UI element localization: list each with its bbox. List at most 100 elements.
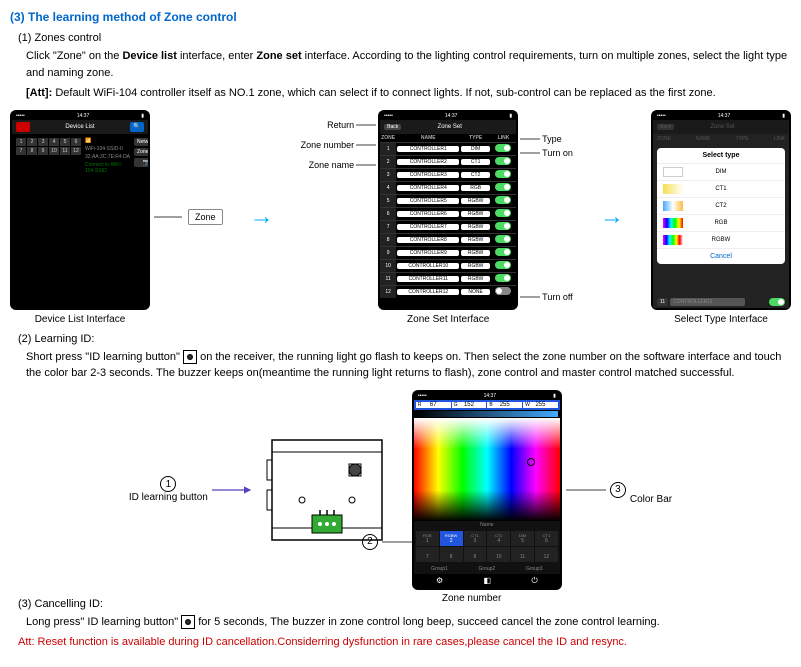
zone-type-cell[interactable]: RGBW (461, 250, 489, 256)
color-bar[interactable] (414, 418, 560, 521)
group1[interactable]: Group1 (431, 566, 448, 572)
link-toggle[interactable] (495, 222, 511, 230)
link-toggle[interactable] (495, 170, 511, 178)
link-toggle[interactable] (495, 157, 511, 165)
zone-name-cell[interactable]: CONTROLLER7 (397, 224, 459, 230)
zone-number-cell[interactable]: 3 (380, 168, 396, 181)
power-icon[interactable]: ⏻ (531, 576, 537, 586)
zone-name-cell[interactable]: CONTROLLER4 (397, 185, 459, 191)
zone-type-cell[interactable]: RGBW (461, 237, 489, 243)
r-val: 67 (430, 402, 437, 408)
zone-name-cell[interactable]: CONTROLLER12 (397, 289, 459, 295)
zone-type-cell[interactable]: RGBW (461, 198, 489, 204)
r-label: R (418, 402, 422, 408)
zone-number-cell[interactable]: 4 (380, 181, 396, 194)
zone-number-cell[interactable]: 6 (380, 207, 396, 220)
zone-cell[interactable]: CT13 (464, 531, 487, 546)
brightness-slider[interactable] (416, 411, 558, 417)
time: 14:37 (77, 113, 90, 119)
type-option[interactable]: CT2 (657, 198, 785, 215)
zone-name-cell[interactable]: CONTROLLER8 (397, 237, 459, 243)
type-option[interactable]: DIM (657, 164, 785, 181)
zone-name-cell[interactable]: CONTROLLER1 (397, 146, 459, 152)
group2[interactable]: Group2 (478, 566, 495, 572)
zone-number-cell[interactable]: 2 (380, 155, 396, 168)
link-toggle[interactable] (495, 144, 511, 152)
zone-cell[interactable]: 10 (487, 547, 510, 562)
zone-button[interactable]: Zone (134, 148, 148, 156)
zone-number-cell[interactable]: 8 (380, 233, 396, 246)
callout-zone-number: Zone number (442, 593, 501, 604)
palette-icon[interactable]: ◧ (483, 576, 491, 586)
link-toggle[interactable] (495, 248, 511, 256)
option-label: CT1 (715, 186, 726, 192)
network-button[interactable]: Network (134, 138, 148, 146)
caption-select-type: Select Type Interface (674, 314, 768, 325)
zone-name-cell[interactable]: CONTROLLER3 (397, 172, 459, 178)
zone-type-cell[interactable]: RGBW (461, 224, 489, 230)
zone-type-cell[interactable]: CT1 (461, 159, 489, 165)
zone-name-cell[interactable]: CONTROLLER2 (397, 159, 459, 165)
zone-cell[interactable]: CT16 (535, 531, 558, 546)
zone-name-cell[interactable]: CONTROLLER5 (397, 198, 459, 204)
link-toggle[interactable] (495, 235, 511, 243)
zone-cell[interactable]: RGB1 (416, 531, 439, 546)
link-toggle[interactable] (495, 183, 511, 191)
settings-icon[interactable]: ⚙ (436, 576, 443, 586)
id-learning-button-icon (183, 350, 197, 364)
link-toggle[interactable] (495, 209, 511, 217)
zone-number-cell[interactable]: 5 (380, 194, 396, 207)
zone-cell[interactable]: 11 (511, 547, 534, 562)
zone-number-cell[interactable]: 7 (380, 220, 396, 233)
zone-set-title: Zone Set (710, 124, 734, 130)
col-name: NAME (396, 134, 460, 143)
toggle[interactable] (769, 298, 785, 306)
back-button[interactable]: Back (657, 124, 674, 130)
zone-type-cell[interactable]: DIM (461, 146, 489, 152)
zone-number-cell[interactable]: 10 (380, 259, 396, 272)
zone-type-cell[interactable]: CT2 (461, 172, 489, 178)
cancel-button[interactable]: Cancel (657, 249, 785, 264)
camera-button[interactable]: 📷 (134, 158, 148, 167)
link-toggle[interactable] (495, 274, 511, 282)
zone-cell[interactable]: 12 (535, 547, 558, 562)
callout-return: Return (327, 120, 354, 130)
zone-number-cell[interactable]: 1 (380, 142, 396, 155)
zone-cell[interactable]: 9 (464, 547, 487, 562)
search-button[interactable]: 🔍 (130, 122, 144, 132)
link-toggle[interactable] (495, 196, 511, 204)
zone-type-cell[interactable]: RGBW (461, 263, 489, 269)
back-button[interactable] (16, 122, 30, 132)
type-option[interactable]: CT1 (657, 181, 785, 198)
zone-name-cell[interactable]: CONTROLLER9 (397, 250, 459, 256)
zone-name-cell[interactable]: CONTROLLER11 (397, 276, 459, 282)
link-toggle[interactable] (495, 261, 511, 269)
zone-name-cell[interactable]: CONTROLLER6 (397, 211, 459, 217)
type-option[interactable]: RGBW (657, 232, 785, 249)
type-option[interactable]: RGB (657, 215, 785, 232)
zone-number-cell[interactable]: 9 (380, 246, 396, 259)
zone-type-cell[interactable]: RGBW (461, 211, 489, 217)
time: 14:37 (445, 113, 458, 119)
zone-cell[interactable]: 8 (440, 547, 463, 562)
ssid: WiFi-104-SSID-II (85, 146, 130, 152)
g-val: 152 (464, 402, 474, 408)
link-toggle[interactable] (495, 287, 511, 295)
group3[interactable]: Group3 (526, 566, 543, 572)
back-button[interactable]: Back (384, 124, 401, 130)
id-learning-label: ID learning button (129, 492, 208, 503)
zone-type-cell[interactable]: RGBW (461, 276, 489, 282)
zone-cell[interactable]: 7 (416, 547, 439, 562)
zone-name-cell[interactable]: CONTROLLER10 (397, 263, 459, 269)
zone-type-cell[interactable]: NONE (461, 289, 489, 295)
zone-number-cell[interactable]: 11 (380, 272, 396, 285)
zone-cell[interactable]: DIM5 (511, 531, 534, 546)
t: interface, enter (177, 50, 257, 62)
swatch (663, 218, 683, 228)
callout-turn-on: Turn on (542, 148, 573, 158)
g-label: G (454, 402, 458, 408)
zone-cell[interactable]: CT24 (487, 531, 510, 546)
zone-cell[interactable]: RGBW2 (440, 531, 463, 546)
zone-type-cell[interactable]: RGB (461, 185, 489, 191)
zone-number-cell[interactable]: 12 (380, 285, 396, 298)
